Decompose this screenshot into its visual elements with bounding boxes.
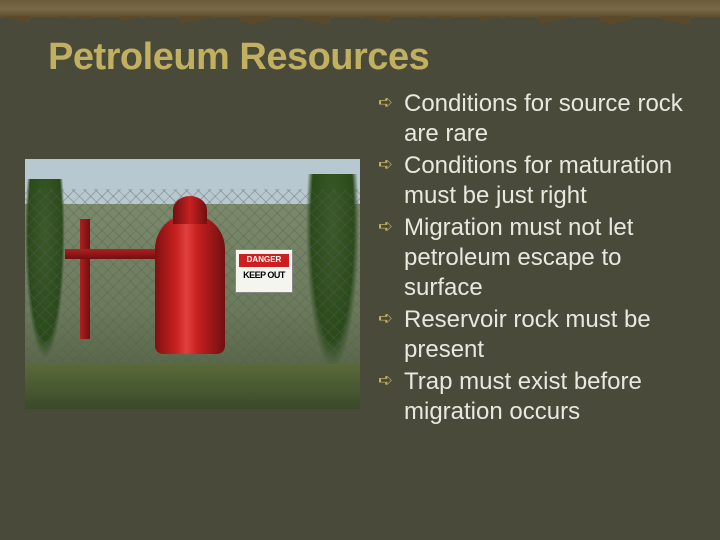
decorative-top-border	[0, 0, 720, 18]
list-item: Migration must not let petroleum escape …	[378, 213, 690, 303]
wellhead-photo: DANGER KEEP OUT	[25, 159, 360, 409]
content-row: DANGER KEEP OUT Conditions for source ro…	[0, 89, 720, 429]
sign-danger-label: DANGER	[239, 254, 289, 267]
list-item: Conditions for maturation must be just r…	[378, 151, 690, 211]
list-item: Conditions for source rock are rare	[378, 89, 690, 149]
sign-keepout-label: KEEP OUT	[236, 271, 292, 281]
grass-foreground	[25, 364, 360, 409]
pipe-horizontal	[65, 249, 160, 259]
list-item: Trap must exist before migration occurs	[378, 367, 690, 427]
danger-sign: DANGER KEEP OUT	[235, 249, 293, 293]
red-tank	[155, 214, 225, 354]
bullet-list: Conditions for source rock are rare Cond…	[360, 89, 690, 429]
list-item: Reservoir rock must be present	[378, 305, 690, 365]
pipe-vertical	[80, 219, 90, 339]
page-title: Petroleum Resources	[0, 18, 720, 89]
